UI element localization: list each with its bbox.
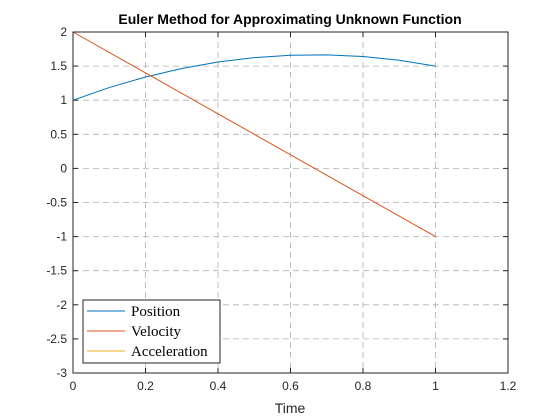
axes-box (72, 31, 509, 374)
legend-label-acceleration: Acceleration (131, 344, 208, 360)
series-line-velocity (72, 31, 436, 238)
y-tick-label: 2 (60, 25, 67, 39)
y-tick-label: -3 (56, 366, 67, 380)
series-line-position (72, 54, 436, 101)
x-tick-label: 0.2 (137, 379, 154, 393)
y-tick-label: 0 (60, 161, 67, 175)
legend-label-velocity: Velocity (131, 324, 181, 340)
y-tick-label: -0.5 (46, 196, 67, 210)
y-tick-label: -1 (56, 230, 67, 244)
y-tick-label: 1.5 (50, 59, 67, 73)
y-tick-label: 0.5 (50, 127, 67, 141)
legend: Position Velocity Acceleration (82, 299, 221, 364)
y-tick-label: 1 (60, 93, 67, 107)
x-tick-label: 1 (432, 379, 439, 393)
x-tick-label: 1.2 (500, 379, 517, 393)
y-tick-label: -1.5 (46, 264, 67, 278)
x-tick-label: 0 (70, 379, 77, 393)
x-tick-label: 0.6 (282, 379, 299, 393)
x-axis-label: Time (275, 400, 306, 416)
x-tick-label: 0.8 (355, 379, 372, 393)
y-tick-label: -2 (56, 298, 67, 312)
x-tick-label: 0.4 (210, 379, 227, 393)
legend-label-position: Position (131, 304, 181, 320)
y-tick-label: -2.5 (46, 332, 67, 346)
chart-title: Euler Method for Approximating Unknown F… (118, 11, 461, 27)
